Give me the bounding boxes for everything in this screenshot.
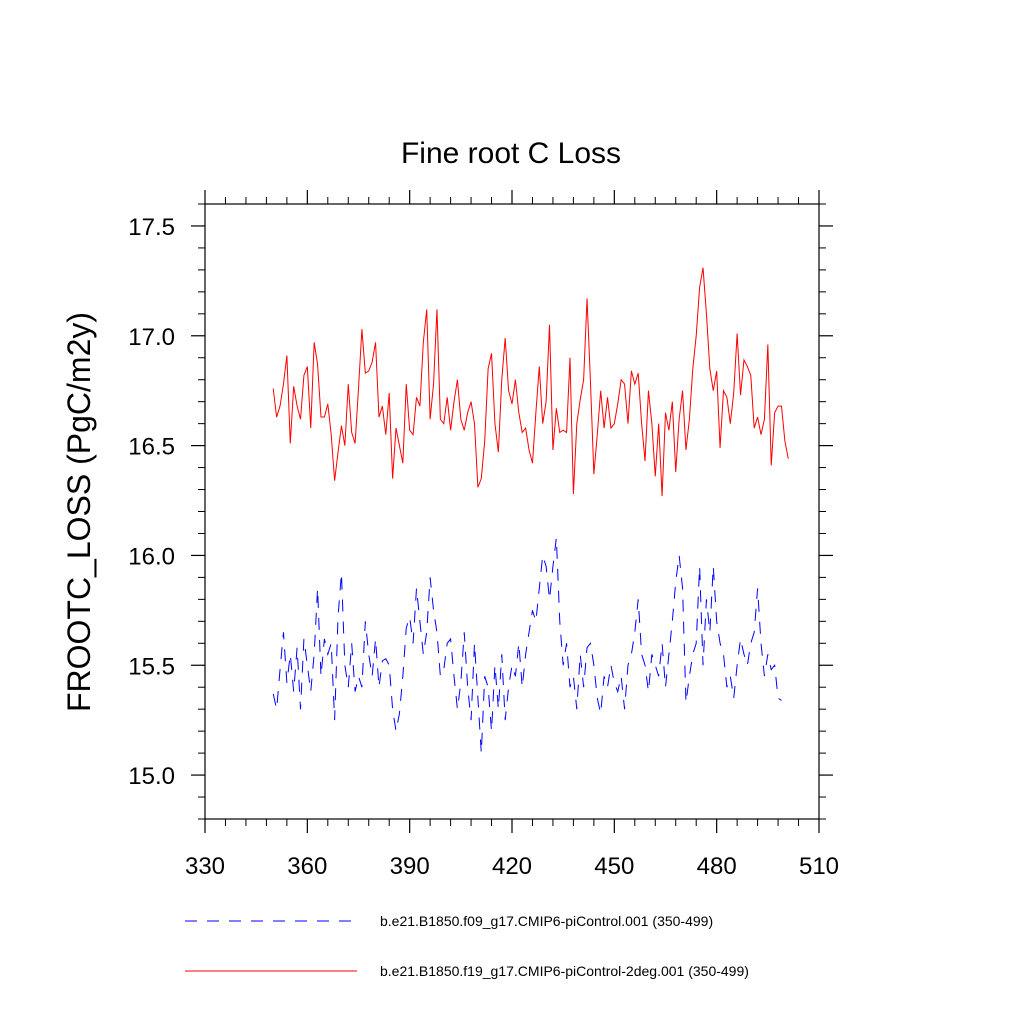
series-line-2 — [272, 267, 789, 497]
x-tick-label: 450 — [594, 853, 634, 880]
axes: 330 360 390 420 450 480 510 15.0 15.5 16.0 16.5 17.… — [128, 190, 839, 880]
plot-series — [272, 267, 789, 754]
y-tick-label: 15.5 — [128, 653, 175, 680]
y-tick-label: 17.5 — [128, 214, 175, 241]
legend-label-2: b.e21.B1850.f19_g17.CMIP6-piControl-2deg… — [380, 963, 749, 979]
x-tick-label: 360 — [287, 853, 327, 880]
x-tick-label: 510 — [799, 853, 839, 880]
x-tick-label: 390 — [390, 853, 430, 880]
plot-frame — [204, 203, 820, 820]
x-tick-label: 480 — [697, 853, 737, 880]
x-tick-label: 330 — [185, 853, 225, 880]
y-tick-label: 15.0 — [128, 763, 175, 790]
y-tick-label: 16.0 — [128, 543, 175, 570]
legend: b.e21.B1850.f09_g17.CMIP6-piControl.001 … — [185, 913, 749, 979]
y-tick-label: 17.0 — [128, 324, 175, 351]
y-tick-label: 16.5 — [128, 434, 175, 461]
x-tick-label: 420 — [492, 853, 532, 880]
legend-label-1: b.e21.B1850.f09_g17.CMIP6-piControl.001 … — [380, 913, 713, 929]
series-line-1 — [272, 537, 782, 754]
y-axis-label: FROOTC_LOSS (PgC/m2y) — [61, 312, 97, 712]
chart-title: Fine root C Loss — [401, 137, 621, 170]
